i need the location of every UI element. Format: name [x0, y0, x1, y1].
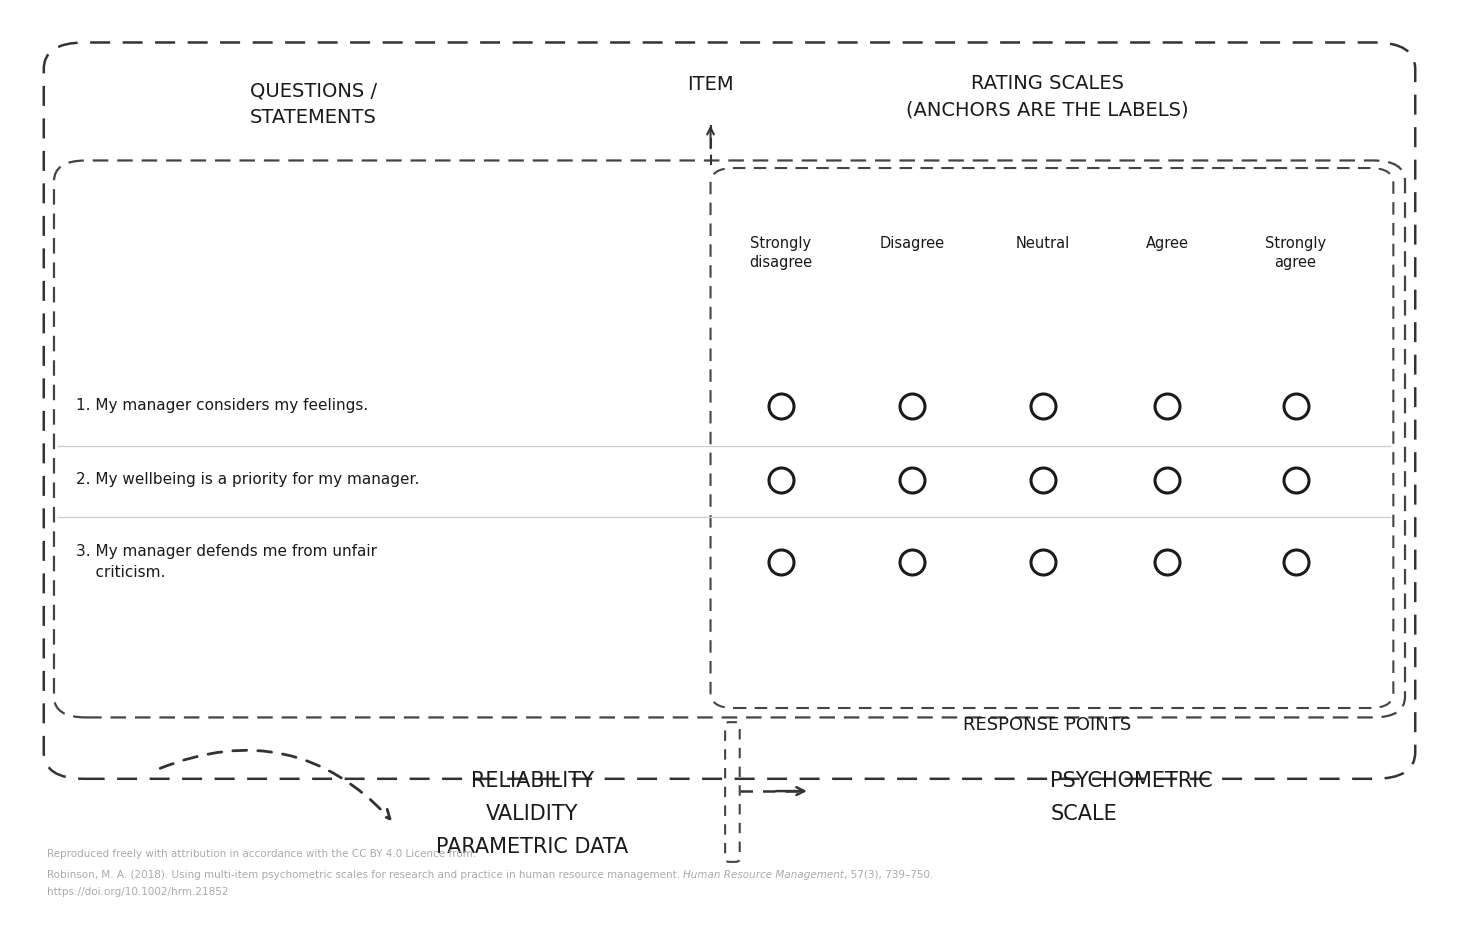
- Text: QUESTIONS /
STATEMENTS: QUESTIONS / STATEMENTS: [249, 81, 378, 126]
- Text: Neutral: Neutral: [1015, 236, 1071, 251]
- Text: Agree: Agree: [1145, 236, 1189, 251]
- Text: 2. My wellbeing is a priority for my manager.: 2. My wellbeing is a priority for my man…: [76, 472, 419, 487]
- Text: PSYCHOMETRIC
SCALE: PSYCHOMETRIC SCALE: [1050, 771, 1214, 824]
- Text: Strongly
agree: Strongly agree: [1265, 236, 1326, 270]
- FancyArrowPatch shape: [160, 750, 390, 818]
- Text: https://doi.org/10.1002/hrm.21852: https://doi.org/10.1002/hrm.21852: [47, 886, 228, 897]
- Text: 1. My manager considers my feelings.: 1. My manager considers my feelings.: [76, 398, 368, 413]
- Text: , 57(3), 739–750.: , 57(3), 739–750.: [845, 869, 934, 880]
- Text: Reproduced freely with attribution in accordance with the CC BY 4.0 Licence from: Reproduced freely with attribution in ac…: [47, 849, 476, 859]
- Text: RATING SCALES
(ANCHORS ARE THE LABELS): RATING SCALES (ANCHORS ARE THE LABELS): [906, 74, 1189, 119]
- Text: RELIABILITY
VALIDITY
PARAMETRIC DATA: RELIABILITY VALIDITY PARAMETRIC DATA: [436, 771, 629, 856]
- Text: 3. My manager defends me from unfair
    criticism.: 3. My manager defends me from unfair cri…: [76, 544, 376, 580]
- Text: Robinson, M. A. (2018). Using multi-item psychometric scales for research and pr: Robinson, M. A. (2018). Using multi-item…: [47, 869, 683, 880]
- Text: ITEM: ITEM: [687, 76, 734, 94]
- Text: Strongly
disagree: Strongly disagree: [748, 236, 813, 270]
- Text: RESPONSE POINTS: RESPONSE POINTS: [963, 716, 1132, 734]
- Text: Human Resource Management: Human Resource Management: [683, 869, 845, 880]
- Text: Disagree: Disagree: [880, 236, 944, 251]
